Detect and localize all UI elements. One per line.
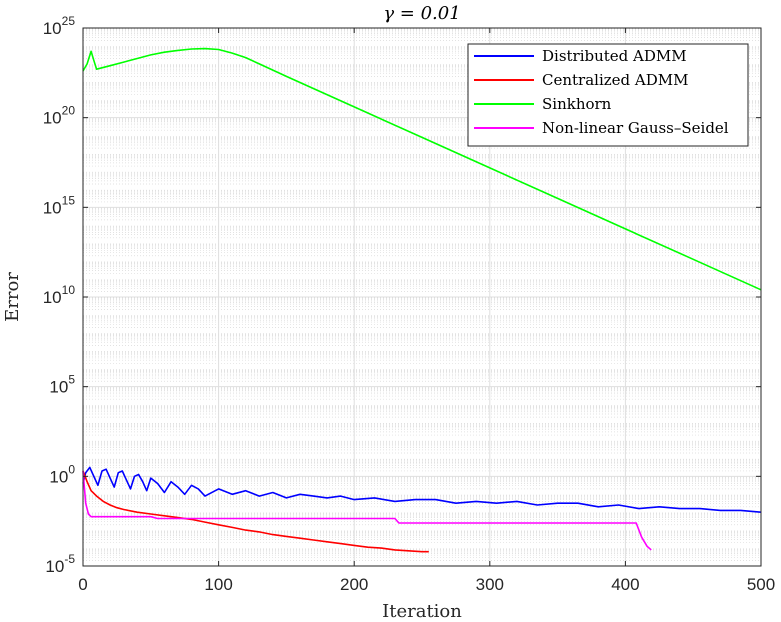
y-tick-label: 1015 [43, 193, 76, 217]
x-tick-label: 500 [747, 575, 775, 594]
x-axis-title: Iteration [382, 601, 462, 622]
x-tick-label: 200 [340, 575, 368, 594]
legend-label: Sinkhorn [542, 95, 612, 113]
x-tick-label: 100 [204, 575, 232, 594]
y-tick-label: 100 [49, 462, 75, 486]
series-layer [82, 47, 762, 553]
y-tick-label: 1010 [43, 283, 76, 307]
series-line-3 [82, 470, 652, 551]
legend: Distributed ADMM Centralized ADMM Sinkhorn… [467, 43, 749, 147]
y-axis-title: Error [2, 272, 23, 322]
y-tick-label: 1020 [43, 104, 76, 128]
series-line-1 [82, 470, 429, 553]
legend-label: Centralized ADMM [542, 71, 688, 89]
y-tick-label: 10-5 [45, 552, 75, 576]
series-line-0 [82, 466, 762, 513]
x-tick-label: 0 [78, 575, 87, 594]
x-tick-label: 300 [476, 575, 504, 594]
series-line-2 [82, 47, 762, 291]
legend-label: Distributed ADMM [542, 47, 687, 65]
x-tick-label: 400 [611, 575, 639, 594]
y-tick-label: 1025 [43, 14, 76, 38]
y-tick-label: 105 [49, 373, 75, 397]
ticks-layer: 0 100 200 300 400 500 10-5 100 105 1010 1015 1020 10… [43, 14, 775, 594]
chart-title: γ = 0.01 [383, 3, 460, 24]
legend-label: Non-linear Gauss–Seidel [542, 119, 729, 137]
